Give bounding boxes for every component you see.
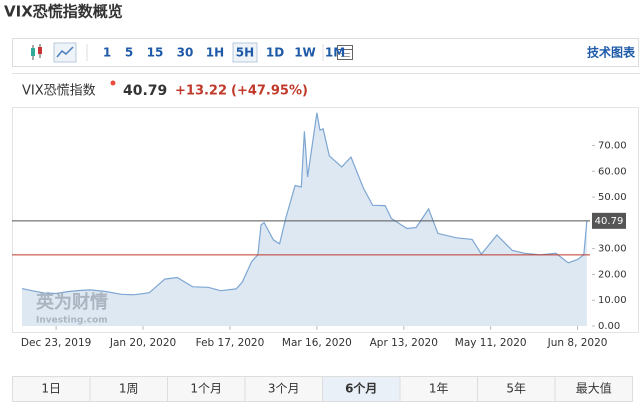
- range-button[interactable]: [244, 376, 323, 402]
- x-tick-label: Jan 20, 2020: [109, 337, 176, 349]
- area-fill: [22, 112, 587, 326]
- interval-active: [232, 42, 258, 63]
- interval-button[interactable]: 1H: [206, 46, 224, 60]
- interval-button[interactable]: 1M: [325, 46, 345, 60]
- last-price-box: [592, 212, 626, 229]
- y-tick-label: 70.00: [598, 141, 627, 152]
- range-label[interactable]: 6个月: [345, 381, 377, 396]
- watermark-brand: 英为财情: [35, 291, 108, 313]
- quote-change-pct: (+47.95%): [231, 84, 308, 99]
- x-tick-label: Apr 13, 2020: [370, 337, 438, 349]
- tech-chart-link[interactable]: 技术图表: [587, 45, 636, 60]
- range-label[interactable]: 1日: [41, 382, 61, 396]
- x-tick-label: Jun 8, 2020: [547, 337, 608, 349]
- watermark-site: Investing.com: [36, 316, 108, 326]
- range-button[interactable]: [167, 376, 246, 402]
- y-tick-label: 30.00: [598, 244, 627, 255]
- y-tick-label: 0.00: [598, 321, 620, 332]
- quote-change: +13.22: [175, 84, 227, 99]
- interval-button[interactable]: 30: [177, 46, 194, 60]
- interval-button[interactable]: 15: [147, 46, 164, 60]
- range-bar: 1日 1周 1个月 3个月 6个月 1年 5年 最大值: [12, 376, 633, 402]
- range-label[interactable]: 1年: [429, 382, 449, 396]
- interval-button[interactable]: 1W: [294, 46, 316, 60]
- range-label[interactable]: 5年: [506, 382, 526, 396]
- interval-button[interactable]: 1D: [266, 46, 284, 60]
- chart-frame: [12, 107, 639, 333]
- toolbar: [12, 38, 639, 67]
- range-button[interactable]: [12, 376, 91, 402]
- y-tick-label: 10.00: [598, 295, 627, 306]
- range-button[interactable]: [477, 376, 556, 402]
- range-button[interactable]: [89, 376, 168, 402]
- range-label[interactable]: 3个月: [268, 382, 300, 396]
- x-tick-label: Mar 16, 2020: [282, 337, 352, 349]
- y-tick-label: 50.00: [598, 192, 627, 203]
- price-line: [21, 112, 588, 296]
- range-button[interactable]: [399, 376, 478, 402]
- interval-button[interactable]: 1: [103, 46, 111, 60]
- interval-button[interactable]: 5: [125, 46, 133, 60]
- quote-name: VIX恐慌指数: [22, 84, 96, 99]
- x-tick-label: May 11, 2020: [455, 337, 527, 349]
- x-tick-label: Dec 23, 2019: [21, 337, 91, 349]
- range-label[interactable]: 1周: [119, 382, 139, 396]
- candle-icon[interactable]: [31, 44, 42, 60]
- range-button[interactable]: [554, 376, 633, 402]
- y-tick-label: 60.00: [598, 166, 627, 177]
- interval-button[interactable]: 5H: [236, 46, 254, 60]
- quote-price: 40.79: [123, 83, 167, 99]
- last-price-label: 40.79: [595, 216, 624, 227]
- live-dot: [110, 80, 116, 86]
- range-label[interactable]: 1个月: [190, 382, 222, 396]
- y-tick-label: 20.00: [598, 269, 627, 280]
- grid-icon[interactable]: [337, 45, 353, 60]
- x-tick-label: Feb 17, 2020: [196, 337, 265, 349]
- line-icon-glyph: [56, 46, 74, 58]
- plot: 0.0010.0020.0030.0040.0050.0060.0070.00D…: [12, 112, 627, 349]
- range-label[interactable]: 最大值: [576, 381, 612, 396]
- title: VIX恐慌指数概览: [4, 3, 123, 21]
